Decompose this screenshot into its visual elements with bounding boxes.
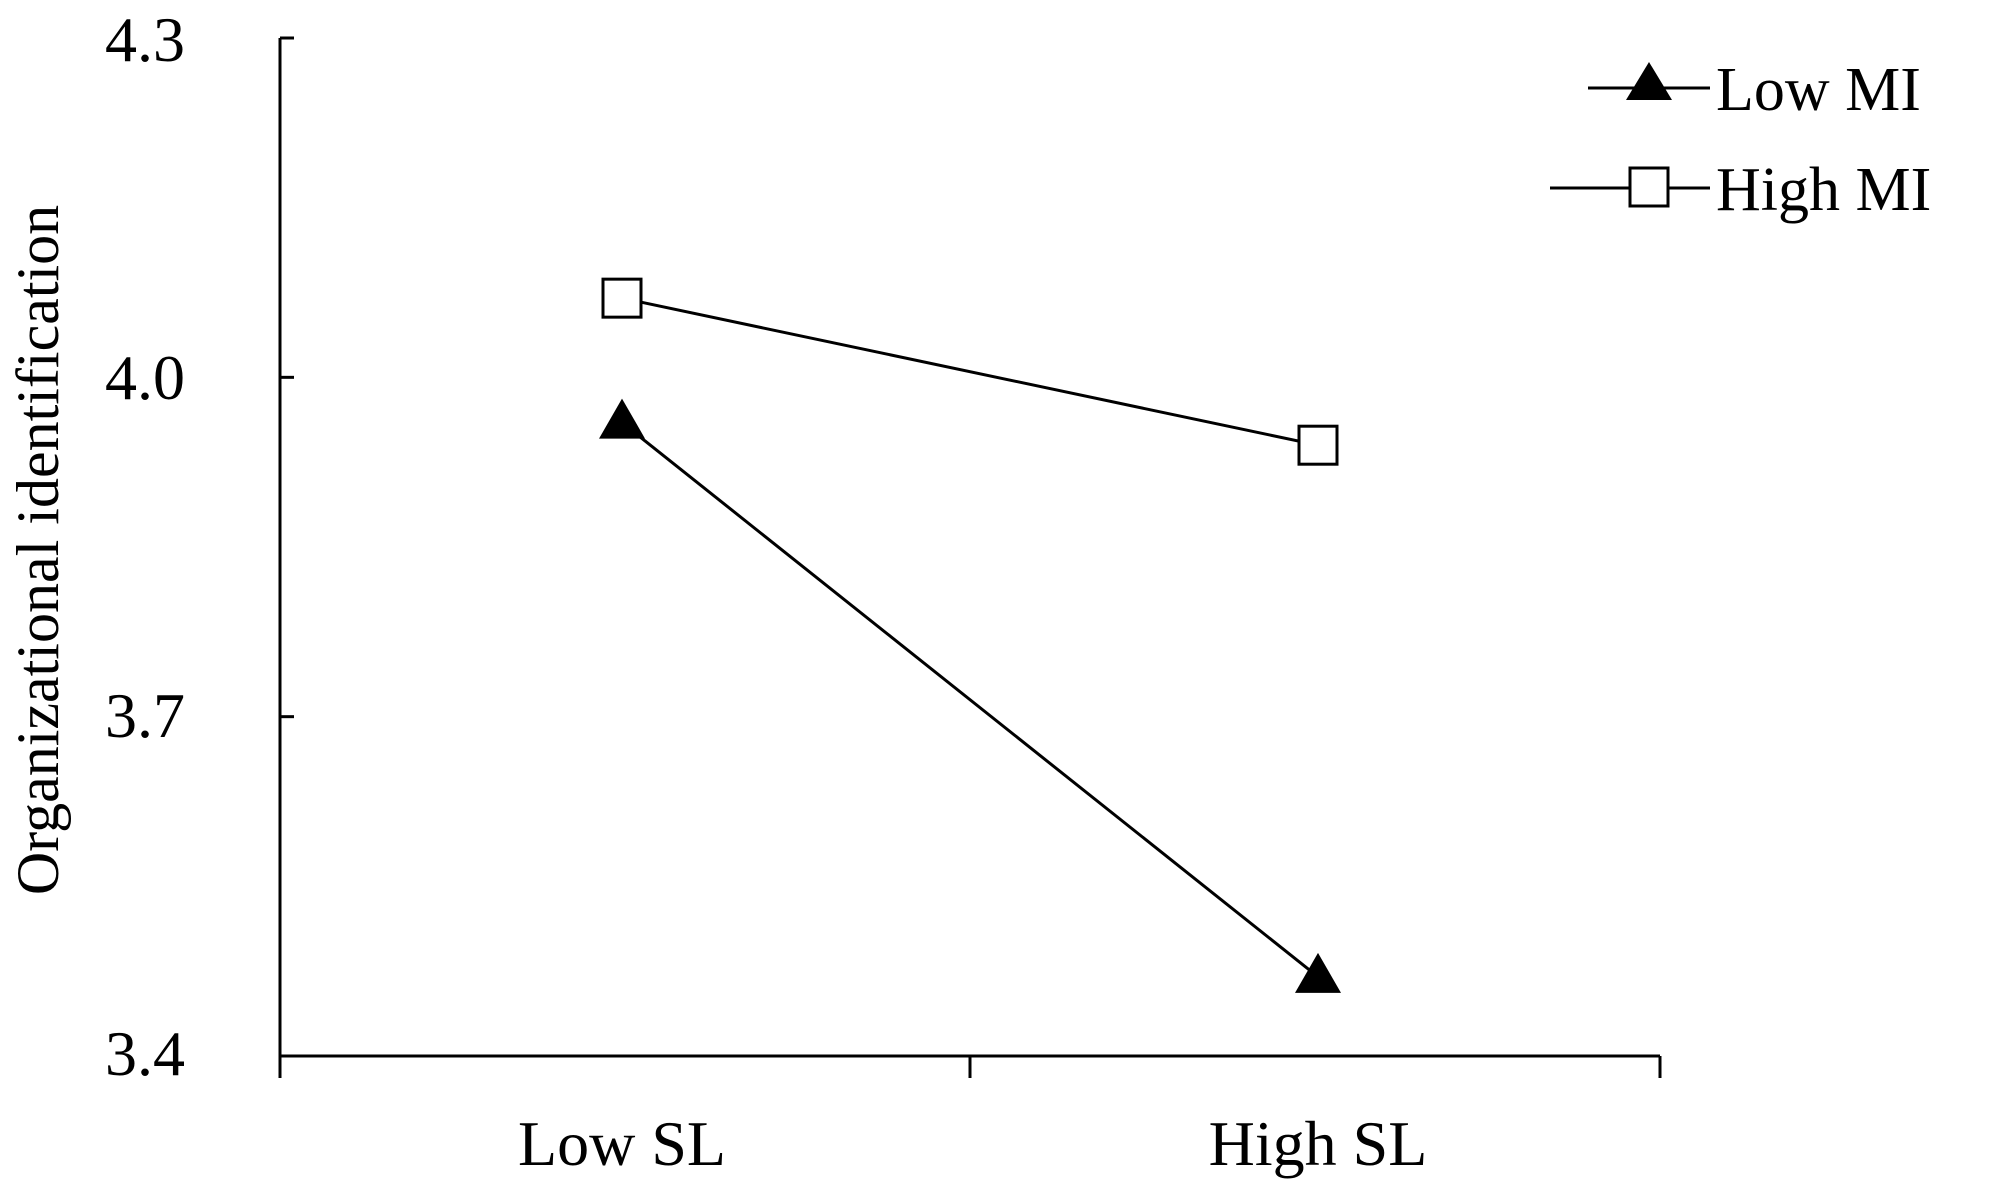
y-axis-title: Organizational identification: [5, 205, 71, 895]
data-point-high-mi: [1297, 424, 1339, 466]
x-tick-label-low-sl: Low SL: [518, 1108, 726, 1179]
x-tick-label-high-sl: High SL: [1209, 1108, 1428, 1179]
series-line-high-mi: [621, 296, 1319, 447]
data-point-low-mi: [1295, 952, 1341, 993]
x-tick-group: [278, 1056, 1662, 1078]
legend-label-high-mi: High MI: [1716, 156, 1931, 224]
legend-label-low-mi: Low MI: [1716, 56, 1921, 124]
series-line-low-mi: [621, 421, 1319, 978]
data-point-low-mi: [599, 398, 645, 439]
y-tick-label-group: 3.4 3.7 4.0 4.3: [105, 4, 185, 1089]
data-point-high-mi: [601, 277, 643, 319]
triangle-marker-icon: [1626, 62, 1672, 100]
series-layer: [599, 277, 1341, 993]
y-tick-label: 4.0: [105, 342, 185, 413]
legend-item-high-mi: High MI: [1550, 156, 1931, 224]
square-marker-icon: [1628, 166, 1670, 208]
x-tick-label-group: Low SL High SL: [518, 1108, 1427, 1179]
y-tick-group: [280, 36, 294, 1058]
legend-item-low-mi: Low MI: [1588, 56, 1921, 124]
y-tick-label: 4.3: [105, 4, 185, 75]
y-tick-label: 3.7: [105, 680, 185, 751]
y-tick-label: 3.4: [105, 1018, 185, 1089]
legend: Low MI High MI: [1550, 56, 1931, 224]
axes: [278, 38, 1660, 1058]
